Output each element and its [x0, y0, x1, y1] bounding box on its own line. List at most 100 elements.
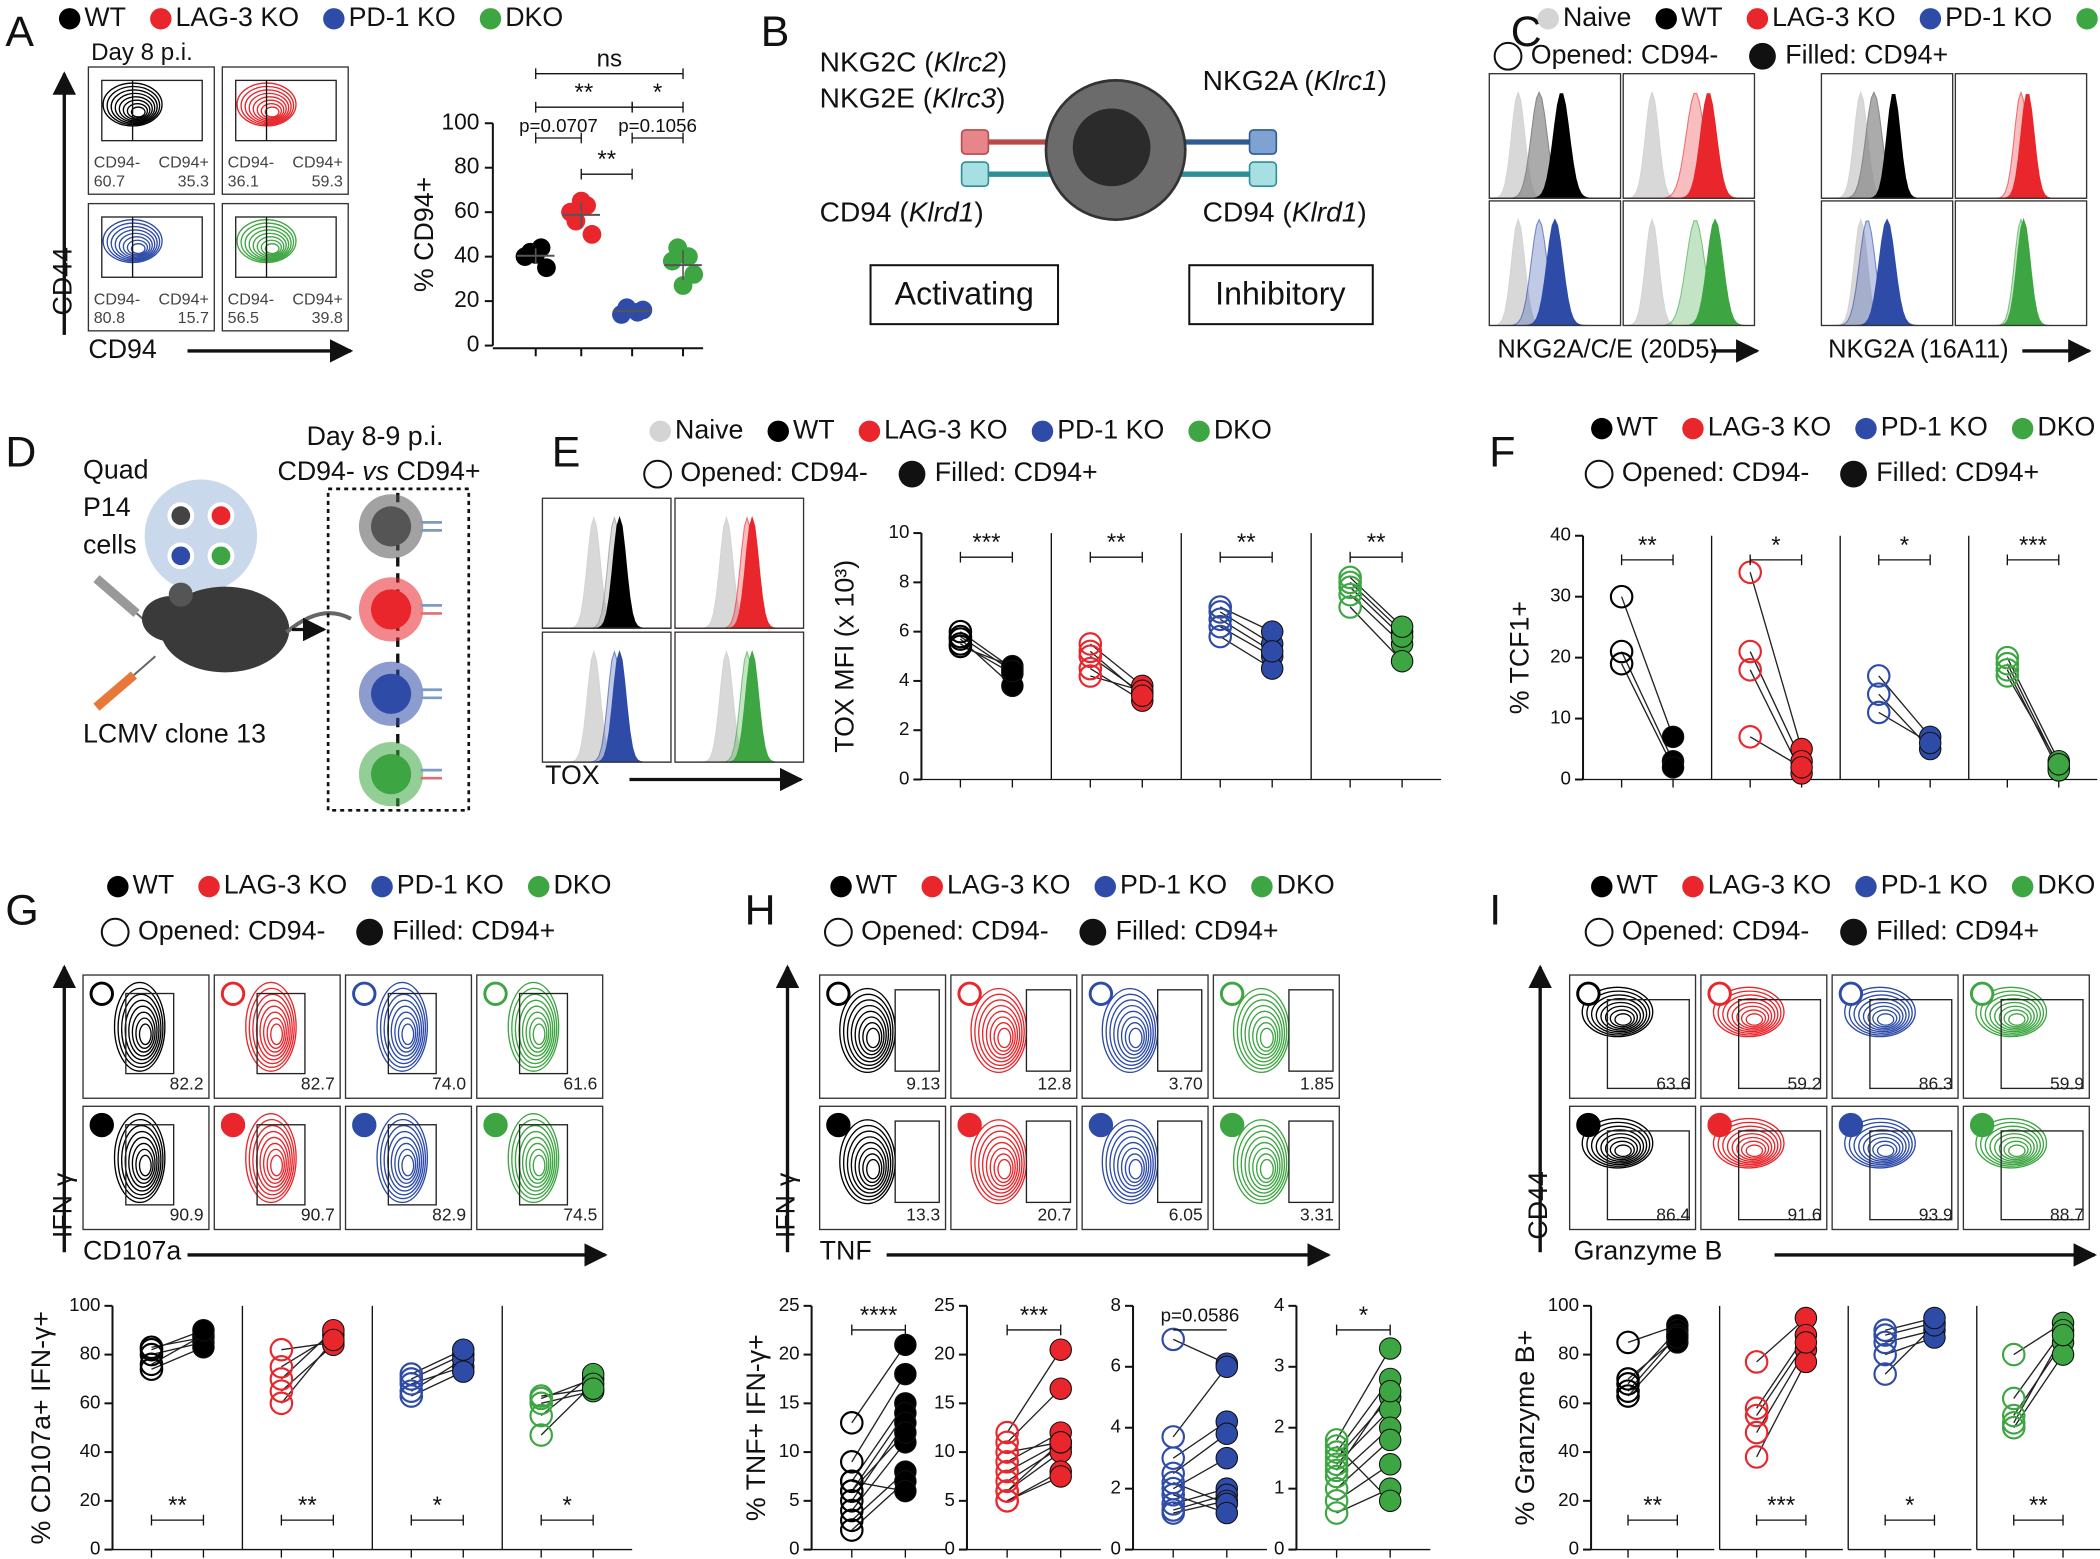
panel-label: G	[5, 887, 38, 935]
legend-label: Opened: CD94-	[1622, 457, 1809, 487]
point-opened	[2001, 1403, 2026, 1428]
contour	[866, 1158, 881, 1180]
gate-value: 90.9	[170, 1205, 204, 1225]
contour	[1259, 1158, 1274, 1180]
nucleus	[1072, 108, 1151, 187]
plot-frame	[1962, 1105, 2090, 1231]
contour	[1975, 986, 2048, 1038]
legend-marker	[1188, 420, 1210, 442]
contour	[264, 243, 280, 255]
contour	[266, 1148, 285, 1181]
contour	[1600, 1001, 1642, 1031]
point-opened	[269, 1391, 294, 1416]
gate	[518, 1124, 569, 1206]
contour	[245, 981, 297, 1072]
gate	[1157, 1120, 1203, 1204]
plot-frame	[476, 974, 604, 1099]
axis-label: % CD94+	[409, 177, 439, 292]
y-tick-label: 2	[899, 718, 909, 739]
point-filled	[1666, 1326, 1689, 1349]
contour	[135, 1148, 154, 1181]
point-opened	[995, 1450, 1019, 1474]
legend-marker	[1840, 460, 1867, 488]
contour	[120, 1124, 162, 1196]
y-tick-label: 0	[1569, 1538, 1579, 1559]
contour	[262, 1142, 287, 1185]
point-opened	[1866, 700, 1891, 725]
point-filled	[1378, 1428, 1402, 1452]
gate-value: 80.8	[94, 309, 125, 327]
contour	[270, 1023, 284, 1046]
contour	[1876, 1144, 1895, 1158]
contour	[1848, 990, 1913, 1036]
point-opened	[1324, 1458, 1349, 1483]
significance: *	[1771, 532, 1780, 559]
pair-line	[851, 1441, 906, 1512]
receptor	[1248, 129, 1278, 155]
pair-line	[1621, 663, 1674, 768]
significance: **	[1237, 529, 1256, 556]
contour	[985, 1141, 1019, 1191]
contour	[1745, 1013, 1764, 1026]
y-tick-label: 15	[934, 1391, 955, 1412]
receptor-label: NKG2A (Klrc1)	[1203, 65, 1387, 96]
y-tick-label: 10	[889, 521, 910, 542]
contour	[397, 1017, 417, 1049]
contour	[1614, 1013, 1632, 1026]
point-opened	[1324, 1440, 1349, 1464]
y-tick-label: 0	[789, 1538, 799, 1559]
y-tick-label: 4	[1274, 1294, 1284, 1315]
legend-marker	[100, 917, 130, 947]
point-filled	[1923, 1306, 1946, 1330]
contour	[866, 1027, 881, 1049]
contour	[401, 1154, 415, 1177]
gate-value: 74.0	[432, 1073, 466, 1093]
legend-marker	[898, 460, 926, 488]
point-opened	[1873, 1342, 1897, 1367]
gate-value: 20.7	[1038, 1205, 1072, 1225]
contour	[252, 232, 287, 259]
label: Granzyme B	[1574, 1235, 1723, 1265]
plot-frame	[213, 1105, 341, 1231]
point-opened	[1208, 624, 1233, 649]
y-tick-label: 5	[789, 1489, 799, 1510]
plot-frame	[1954, 73, 2088, 199]
y-tick-label: 5	[944, 1489, 954, 1510]
point-opened	[839, 1450, 864, 1474]
indicator	[483, 1112, 508, 1138]
point-filled	[192, 1318, 215, 1342]
legend-marker	[356, 918, 384, 946]
significance: p=0.0707	[519, 115, 598, 136]
indicator	[220, 981, 246, 1006]
contour	[862, 1153, 883, 1184]
point-opened	[1208, 607, 1233, 632]
point-opened	[2001, 1342, 2026, 1367]
contour	[1872, 1140, 1898, 1159]
plot-frame	[1700, 974, 1828, 1099]
contour	[1844, 1117, 1916, 1169]
contour	[850, 1004, 890, 1063]
plot-frame	[82, 1105, 210, 1231]
receptor	[1248, 161, 1278, 187]
contour	[1128, 1158, 1143, 1180]
contour	[1867, 1005, 1901, 1030]
point-opened	[1338, 570, 1362, 595]
point-opened	[1161, 1327, 1185, 1352]
plot-frame	[950, 974, 1078, 1099]
axis-label: % TNF+ IFN-γ+	[741, 1334, 771, 1521]
point-opened	[1609, 639, 1634, 664]
contour	[255, 1130, 291, 1192]
contour	[1731, 1001, 1773, 1031]
contour	[1586, 1121, 1651, 1167]
indicator	[1838, 1112, 1864, 1138]
point-filled	[1001, 659, 1024, 683]
plot-frame	[1700, 1105, 1828, 1231]
contour	[1853, 1125, 1910, 1166]
contour	[1590, 994, 1648, 1035]
contour	[248, 229, 290, 260]
y-tick-label: 3	[1274, 1355, 1284, 1376]
indicator	[1576, 981, 1601, 1006]
point-filled	[1215, 1355, 1239, 1379]
function-box	[1188, 264, 1374, 326]
gate-label: CD94+	[292, 154, 342, 172]
